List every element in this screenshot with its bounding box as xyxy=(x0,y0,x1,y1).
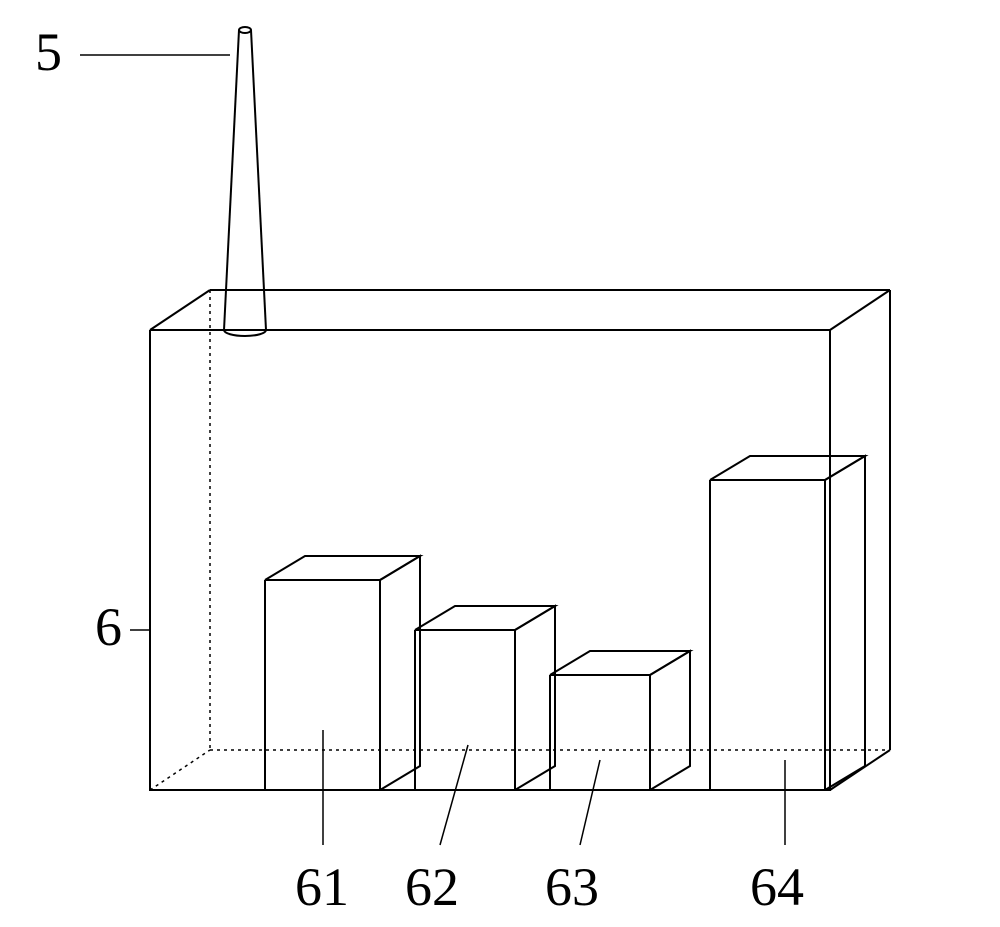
svg-text:62: 62 xyxy=(405,857,459,917)
svg-text:61: 61 xyxy=(295,857,349,917)
svg-text:5: 5 xyxy=(35,22,62,82)
svg-text:63: 63 xyxy=(545,857,599,917)
svg-text:6: 6 xyxy=(95,597,122,657)
svg-text:64: 64 xyxy=(750,857,804,917)
